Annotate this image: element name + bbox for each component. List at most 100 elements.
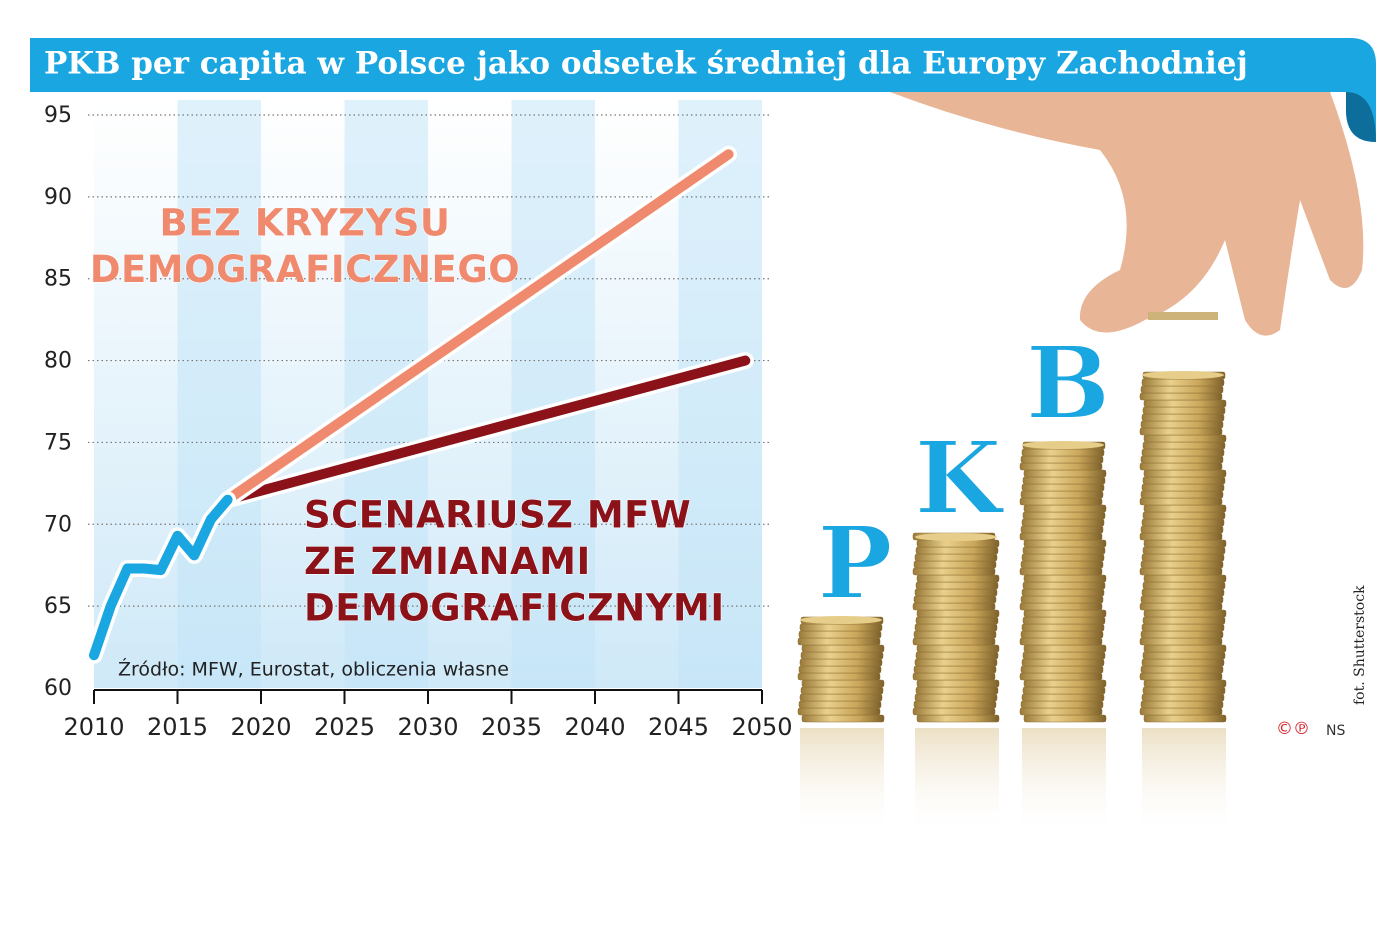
coin-reflection [1142, 728, 1226, 838]
coin [1022, 581, 1106, 590]
coin [1141, 553, 1225, 562]
annotation: DEMOGRAFICZNEGO [90, 248, 520, 291]
coin [1022, 546, 1106, 555]
coin [1142, 546, 1226, 555]
coin [799, 693, 883, 702]
coin [1019, 672, 1103, 681]
coin [1142, 441, 1226, 450]
illustration: PKB [797, 92, 1364, 838]
coin [797, 637, 881, 646]
coin [797, 672, 881, 681]
copyright-icons: ©℗ [1276, 719, 1310, 739]
coin [1139, 497, 1223, 506]
x-tick-label: 2015 [147, 713, 208, 741]
coin [1140, 560, 1224, 569]
plot: 60 65 70 75 80 85 90 95 2010 2015 2020 2025 2030 2035… [44, 100, 793, 741]
coin [1139, 532, 1223, 541]
coin [1143, 539, 1227, 548]
coin [799, 623, 883, 632]
chart-title: PKB per capita w Polsce jako odsetek śre… [44, 46, 1248, 82]
coin [1142, 581, 1226, 590]
coin [1023, 574, 1107, 583]
coin [798, 700, 882, 709]
column-band [177, 100, 261, 688]
coin [1142, 651, 1226, 660]
coin [1142, 476, 1226, 485]
x-tick-label: 2010 [63, 713, 124, 741]
coin [1021, 553, 1105, 562]
coin [1021, 623, 1105, 632]
coin [1021, 483, 1105, 492]
coin [1020, 700, 1104, 709]
annotation: BEZ KRYZYSU [160, 202, 451, 245]
annotation: DEMOGRAFICZNYMI [304, 587, 725, 630]
coin [1141, 623, 1225, 632]
coin [914, 658, 998, 667]
coin [916, 644, 1000, 653]
coin [1141, 378, 1225, 387]
coin [1019, 497, 1103, 506]
coin [915, 686, 999, 695]
x-tick-label: 2040 [564, 713, 625, 741]
coin [1022, 476, 1106, 485]
coin [1141, 693, 1225, 702]
coin [914, 623, 998, 632]
coin [1022, 686, 1106, 695]
banner-shape [30, 38, 1376, 142]
coin [1020, 525, 1104, 534]
coin [1023, 714, 1107, 723]
coin [913, 560, 997, 569]
coin [1023, 679, 1107, 688]
coin [1143, 714, 1227, 723]
coin [1021, 693, 1105, 702]
coin [1020, 630, 1104, 639]
y-tick-label: 80 [44, 349, 72, 374]
coin [1022, 651, 1106, 660]
line [222, 149, 734, 505]
coin [912, 567, 996, 576]
coin [1143, 644, 1227, 653]
letter: B [1026, 324, 1111, 442]
coin [1139, 672, 1223, 681]
x-tick-label: 2030 [397, 713, 458, 741]
coin [1023, 504, 1107, 513]
x-tick-label: 2050 [731, 713, 792, 741]
coin [1023, 469, 1107, 478]
coin [1140, 665, 1224, 674]
coin [1021, 588, 1105, 597]
coin-reflection [800, 728, 884, 838]
coin [1142, 616, 1226, 625]
coin [801, 644, 885, 653]
photo-credit: fot. Shutterstock [1352, 585, 1368, 705]
coin [1143, 434, 1227, 443]
coin [1140, 595, 1224, 604]
coin [799, 658, 883, 667]
coin-top [1022, 441, 1104, 449]
coin [1140, 385, 1224, 394]
coin [1143, 399, 1227, 408]
coin [1141, 483, 1225, 492]
coin [1021, 518, 1105, 527]
coin [1141, 413, 1225, 422]
coin [800, 686, 884, 695]
coin [1139, 462, 1223, 471]
coin [913, 595, 997, 604]
coin [801, 679, 885, 688]
hand [890, 92, 1364, 336]
coin [1139, 427, 1223, 436]
coin [1140, 455, 1224, 464]
coin [1020, 490, 1104, 499]
coin [912, 602, 996, 611]
coin [1023, 539, 1107, 548]
coin [916, 609, 1000, 618]
title-banner: PKB per capita w Polsce jako odsetek śre… [30, 38, 1376, 142]
coin [1140, 700, 1224, 709]
coin [800, 651, 884, 660]
coin [1140, 630, 1224, 639]
coin [913, 700, 997, 709]
coin [797, 707, 881, 716]
coin [1019, 707, 1103, 716]
coin [1020, 665, 1104, 674]
coin [1022, 616, 1106, 625]
